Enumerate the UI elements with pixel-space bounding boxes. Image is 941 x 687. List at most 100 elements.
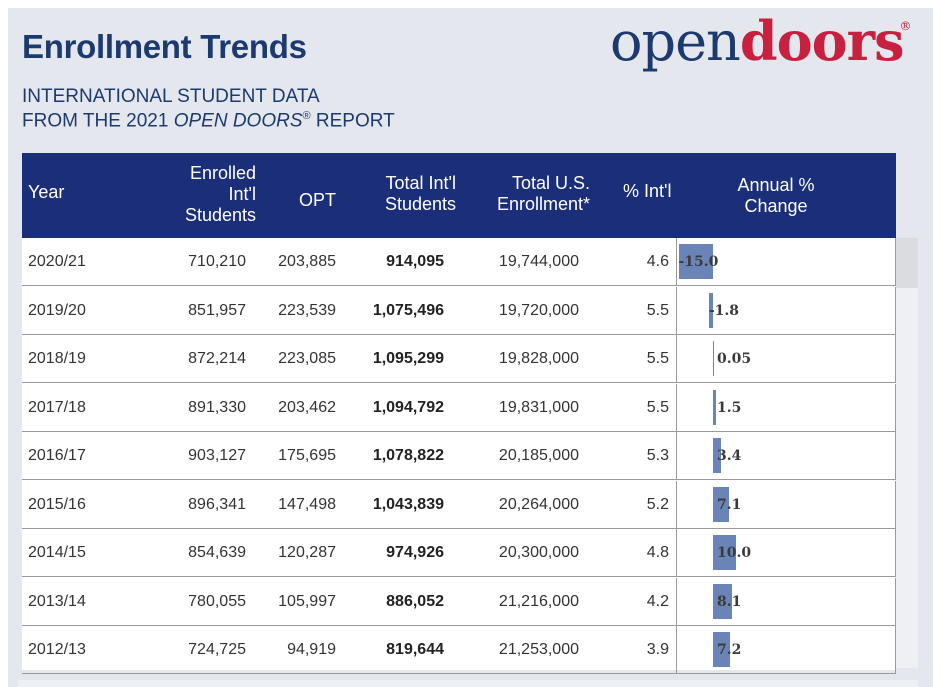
col-header-us: Total U.S. Enrollment*: [484, 173, 590, 215]
table-row: 2013/14 780,055 105,997 886,052 21,216,000 4.…: [22, 577, 896, 626]
cell-opt: 105,997: [278, 592, 336, 610]
change-bar-cell: 8.1: [676, 577, 896, 625]
logo-registered-mark: ®: [899, 19, 912, 33]
cell-year: 2015/16: [28, 495, 86, 513]
cell-total: 1,043,839: [372, 495, 444, 513]
cell-year: 2014/15: [28, 544, 86, 561]
col-header-us-line1: Total U.S.: [511, 173, 590, 193]
cell-enrolled: 896,341: [188, 495, 246, 513]
cell-opt: 175,695: [278, 447, 336, 464]
cell-total: 1,095,299: [372, 350, 444, 367]
cell-year: 2017/18: [28, 398, 86, 416]
cell-year: 2018/19: [28, 350, 86, 367]
col-header-total-line1: Total Int'l: [385, 173, 456, 193]
cell-pct-intl: 5.3: [646, 447, 669, 464]
cell-pct-intl: 5.5: [646, 398, 669, 416]
col-header-opt: OPT: [299, 190, 337, 210]
cell-enrolled: 891,330: [188, 398, 246, 416]
change-bar: [713, 632, 730, 667]
cell-us-enrollment: 19,744,000: [498, 253, 579, 270]
col-header-us-line2: Enrollment*: [496, 194, 590, 214]
cell-enrolled: 780,055: [188, 592, 246, 610]
cell-enrolled: 903,127: [188, 447, 246, 464]
col-header-enrolled-line1: Enrolled: [189, 163, 256, 183]
cell-year: 2013/14: [28, 592, 86, 610]
cell-enrolled: 854,639: [188, 544, 246, 561]
change-bar: [713, 341, 714, 376]
col-header-total-line2: Students: [384, 194, 456, 214]
col-header-enrolled: Enrolled Int'l Students: [172, 163, 256, 226]
cell-total: 819,644: [386, 641, 444, 658]
change-bar-cell: 10.0: [676, 529, 896, 576]
cell-opt: 147,498: [278, 495, 336, 513]
table-header: Year Enrolled Int'l Students OPT Total I…: [22, 153, 896, 238]
change-bar: [678, 244, 713, 279]
col-header-pct: % Int'l: [623, 181, 672, 201]
cell-us-enrollment: 19,828,000: [498, 350, 579, 367]
table-row: 2016/17 903,127 175,695 1,078,822 20,185,000…: [22, 432, 896, 480]
table-row: 2015/16 896,341 147,498 1,043,839 20,264,000…: [22, 480, 896, 529]
cell-opt: 203,462: [278, 398, 336, 416]
table-body: 2020/21 710,210 203,885 914,095 19,744,000 4.…: [22, 238, 896, 674]
change-bar: [713, 389, 717, 425]
cell-us-enrollment: 20,264,000: [498, 495, 579, 513]
col-header-change-line1: Annual %: [737, 175, 815, 195]
subtitle-suffix: REPORT: [310, 110, 395, 132]
cell-pct-intl: 4.8: [646, 544, 669, 561]
cell-enrolled: 710,210: [188, 253, 246, 270]
cell-opt: 203,885: [278, 253, 336, 270]
cell-us-enrollment: 20,300,000: [498, 544, 579, 561]
cell-total: 1,075,496: [372, 301, 444, 319]
cell-us-enrollment: 19,831,000: [498, 398, 579, 416]
change-bar-cell: -15.0: [676, 238, 896, 285]
change-bar: [708, 292, 713, 328]
logo-open-text: open: [610, 10, 741, 73]
table-row: 2018/19 872,214 223,085 1,095,299 19,828,000…: [22, 335, 896, 383]
change-label: 8.1: [717, 593, 742, 610]
cell-pct-intl: 5.5: [646, 350, 669, 367]
subtitle-prefix: FROM THE 2021: [22, 110, 174, 132]
table-row: 2019/20 851,957 223,539 1,075,496 19,720,000…: [22, 286, 896, 335]
cell-opt: 94,919: [287, 641, 336, 658]
change-bar-cell: -1.8: [676, 286, 896, 334]
cell-pct-intl: 4.2: [646, 592, 669, 610]
cell-year: 2016/17: [28, 447, 86, 464]
cell-total: 886,052: [386, 592, 444, 610]
change-label: 3.4: [717, 448, 742, 464]
cell-us-enrollment: 20,185,000: [498, 447, 579, 464]
cell-total: 1,094,792: [372, 398, 444, 416]
subtitle-report-name: OPEN DOORS: [173, 110, 303, 132]
subtitle-registered-mark: ®: [302, 110, 311, 122]
cell-us-enrollment: 19,720,000: [498, 301, 579, 319]
side-shade: [896, 288, 918, 668]
cell-year: 2012/13: [28, 641, 86, 658]
page-title: Enrollment Trends: [22, 28, 307, 65]
change-bar-cell: 3.4: [676, 432, 896, 479]
cell-opt: 120,287: [278, 544, 336, 561]
side-shade-top: [896, 238, 918, 288]
cell-total: 974,926: [386, 544, 444, 561]
change-bar: [713, 535, 736, 570]
subtitle-line-2: FROM THE 2021 OPEN DOORS® REPORT: [22, 110, 395, 132]
subtitle-line-1: INTERNATIONAL STUDENT DATA: [22, 86, 320, 107]
cell-enrolled: 851,957: [188, 301, 246, 319]
change-bar-cell: 0.05: [676, 335, 896, 382]
cell-enrolled: 724,725: [188, 641, 246, 658]
change-label: 7.1: [717, 496, 742, 513]
table-row: 2012/13 724,725 94,919 819,644 21,253,000 3.9…: [22, 626, 896, 674]
logo-doors-text: doors: [739, 9, 905, 73]
cell-enrolled: 872,214: [188, 350, 246, 367]
col-header-change: Annual % Change: [722, 175, 830, 217]
cell-us-enrollment: 21,216,000: [498, 592, 579, 610]
table-row: 2020/21 710,210 203,885 914,095 19,744,000 4.…: [22, 238, 896, 286]
change-label: 10.0: [717, 545, 752, 561]
cell-total: 1,078,822: [372, 447, 444, 464]
change-label: 0.05: [717, 351, 752, 367]
col-header-enrolled-line2: Int'l: [228, 184, 256, 204]
bottom-strip: [18, 680, 918, 687]
change-bar-cell: 7.2: [676, 626, 896, 673]
change-label: -1.8: [708, 302, 740, 319]
col-header-enrolled-line3: Students: [184, 205, 256, 225]
cell-pct-intl: 4.6: [646, 253, 669, 270]
change-label: 7.2: [717, 642, 742, 658]
